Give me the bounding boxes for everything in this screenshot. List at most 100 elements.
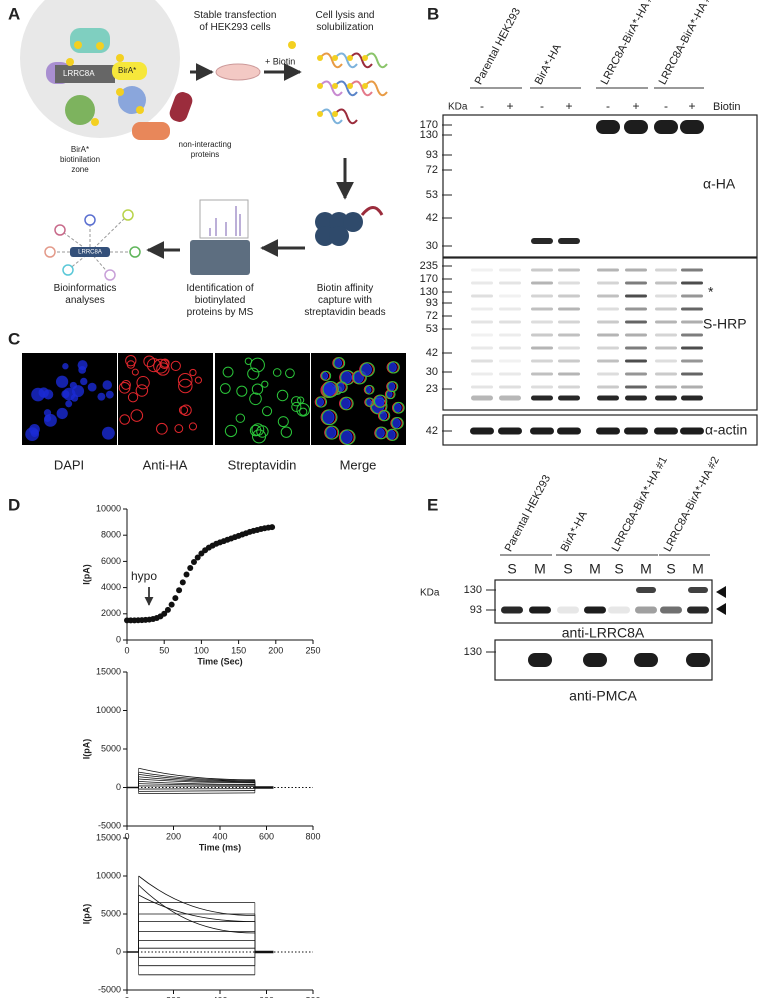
band bbox=[557, 606, 579, 614]
panel-label: D bbox=[8, 495, 20, 514]
band bbox=[625, 268, 647, 272]
cell-signal bbox=[222, 366, 234, 378]
y-tick-label: 10000 bbox=[96, 503, 121, 513]
cell-signal bbox=[296, 402, 310, 417]
band bbox=[557, 427, 581, 435]
data-point bbox=[183, 571, 190, 578]
band bbox=[625, 294, 647, 298]
marker: 30 bbox=[426, 366, 438, 378]
label: LRRC8A bbox=[78, 250, 102, 256]
band bbox=[531, 281, 553, 285]
fraction: S bbox=[507, 561, 516, 577]
blot bbox=[442, 257, 758, 411]
cell-signal bbox=[80, 377, 88, 386]
band bbox=[625, 385, 647, 389]
band bbox=[558, 385, 580, 389]
network-node bbox=[62, 264, 74, 276]
band bbox=[625, 395, 647, 401]
cell-signal bbox=[156, 422, 168, 435]
band bbox=[681, 333, 703, 337]
band bbox=[471, 294, 493, 298]
band bbox=[501, 606, 523, 614]
band bbox=[558, 294, 580, 298]
band bbox=[499, 346, 521, 350]
cell-signal bbox=[340, 429, 356, 445]
x-tick-label: 0 bbox=[124, 645, 129, 655]
label: LRRC8A bbox=[63, 69, 95, 78]
band bbox=[655, 281, 677, 285]
band bbox=[681, 268, 703, 272]
lane-group: LRRC8A-BirA*-HA #1 bbox=[610, 455, 670, 554]
band bbox=[688, 587, 708, 593]
current-trace bbox=[138, 767, 255, 781]
band bbox=[471, 281, 493, 285]
cell-signal bbox=[55, 375, 69, 388]
data-point bbox=[168, 601, 175, 608]
cell-signal bbox=[276, 389, 289, 402]
current-trace bbox=[138, 780, 255, 785]
cell-signal bbox=[174, 424, 184, 433]
protein-strand bbox=[360, 206, 384, 216]
band bbox=[625, 281, 647, 285]
cell-signal bbox=[119, 414, 131, 425]
marker: 93 bbox=[470, 604, 482, 616]
data-point bbox=[187, 564, 194, 571]
band bbox=[635, 606, 657, 614]
x-tick-label: 800 bbox=[305, 995, 320, 998]
current-trace bbox=[138, 792, 255, 795]
band bbox=[558, 372, 580, 376]
band bbox=[471, 307, 493, 311]
image-label: DAPI bbox=[54, 457, 84, 472]
network-edge bbox=[89, 214, 129, 253]
ms-instrument bbox=[190, 240, 250, 275]
cell-signal bbox=[105, 390, 114, 399]
fraction: S bbox=[614, 561, 623, 577]
label: α-actin bbox=[705, 422, 747, 438]
lane-group: LRRC8A-BirA*-HA #1 bbox=[599, 0, 659, 87]
cell-signal bbox=[156, 362, 170, 376]
biotin bbox=[288, 41, 296, 49]
cell-signal bbox=[177, 373, 193, 388]
cell-signal bbox=[244, 357, 253, 365]
cell-signal bbox=[252, 429, 267, 444]
band bbox=[558, 320, 580, 324]
cell-signal bbox=[78, 365, 87, 374]
network-node bbox=[129, 246, 141, 258]
biotin-sign: + bbox=[632, 99, 639, 113]
cell-signal bbox=[130, 409, 144, 422]
band bbox=[531, 385, 553, 389]
y-tick-label: 2000 bbox=[101, 608, 121, 618]
x-axis-label: Time (ms) bbox=[199, 842, 241, 852]
label: Biotin affinity capture with streptavidin … bbox=[304, 283, 385, 318]
cell-signal bbox=[188, 422, 198, 431]
data-point bbox=[161, 610, 168, 617]
band bbox=[596, 120, 620, 134]
band bbox=[529, 606, 551, 614]
band bbox=[597, 281, 619, 285]
marker: 42 bbox=[426, 425, 438, 437]
cell-signal bbox=[180, 404, 192, 416]
band bbox=[681, 372, 703, 376]
x-tick-label: 150 bbox=[231, 645, 246, 655]
label: anti-LRRC8A bbox=[562, 625, 645, 641]
cell-signal bbox=[299, 407, 308, 416]
biotin bbox=[91, 118, 99, 126]
cell-signal bbox=[365, 397, 375, 407]
biotin bbox=[362, 83, 368, 89]
band bbox=[634, 653, 658, 667]
marker: 72 bbox=[426, 164, 438, 176]
band bbox=[530, 427, 554, 435]
band bbox=[597, 294, 619, 298]
band bbox=[531, 395, 553, 401]
protein-strand bbox=[364, 52, 388, 69]
y-tick-label: 10000 bbox=[96, 870, 121, 880]
band bbox=[636, 587, 656, 593]
cell-signal bbox=[249, 392, 262, 406]
current-trace bbox=[138, 790, 255, 792]
band bbox=[531, 346, 553, 350]
cell-signal bbox=[126, 360, 136, 369]
biotin bbox=[347, 55, 353, 61]
network-node bbox=[122, 209, 134, 221]
band bbox=[681, 307, 703, 311]
cell-signal bbox=[143, 355, 156, 368]
